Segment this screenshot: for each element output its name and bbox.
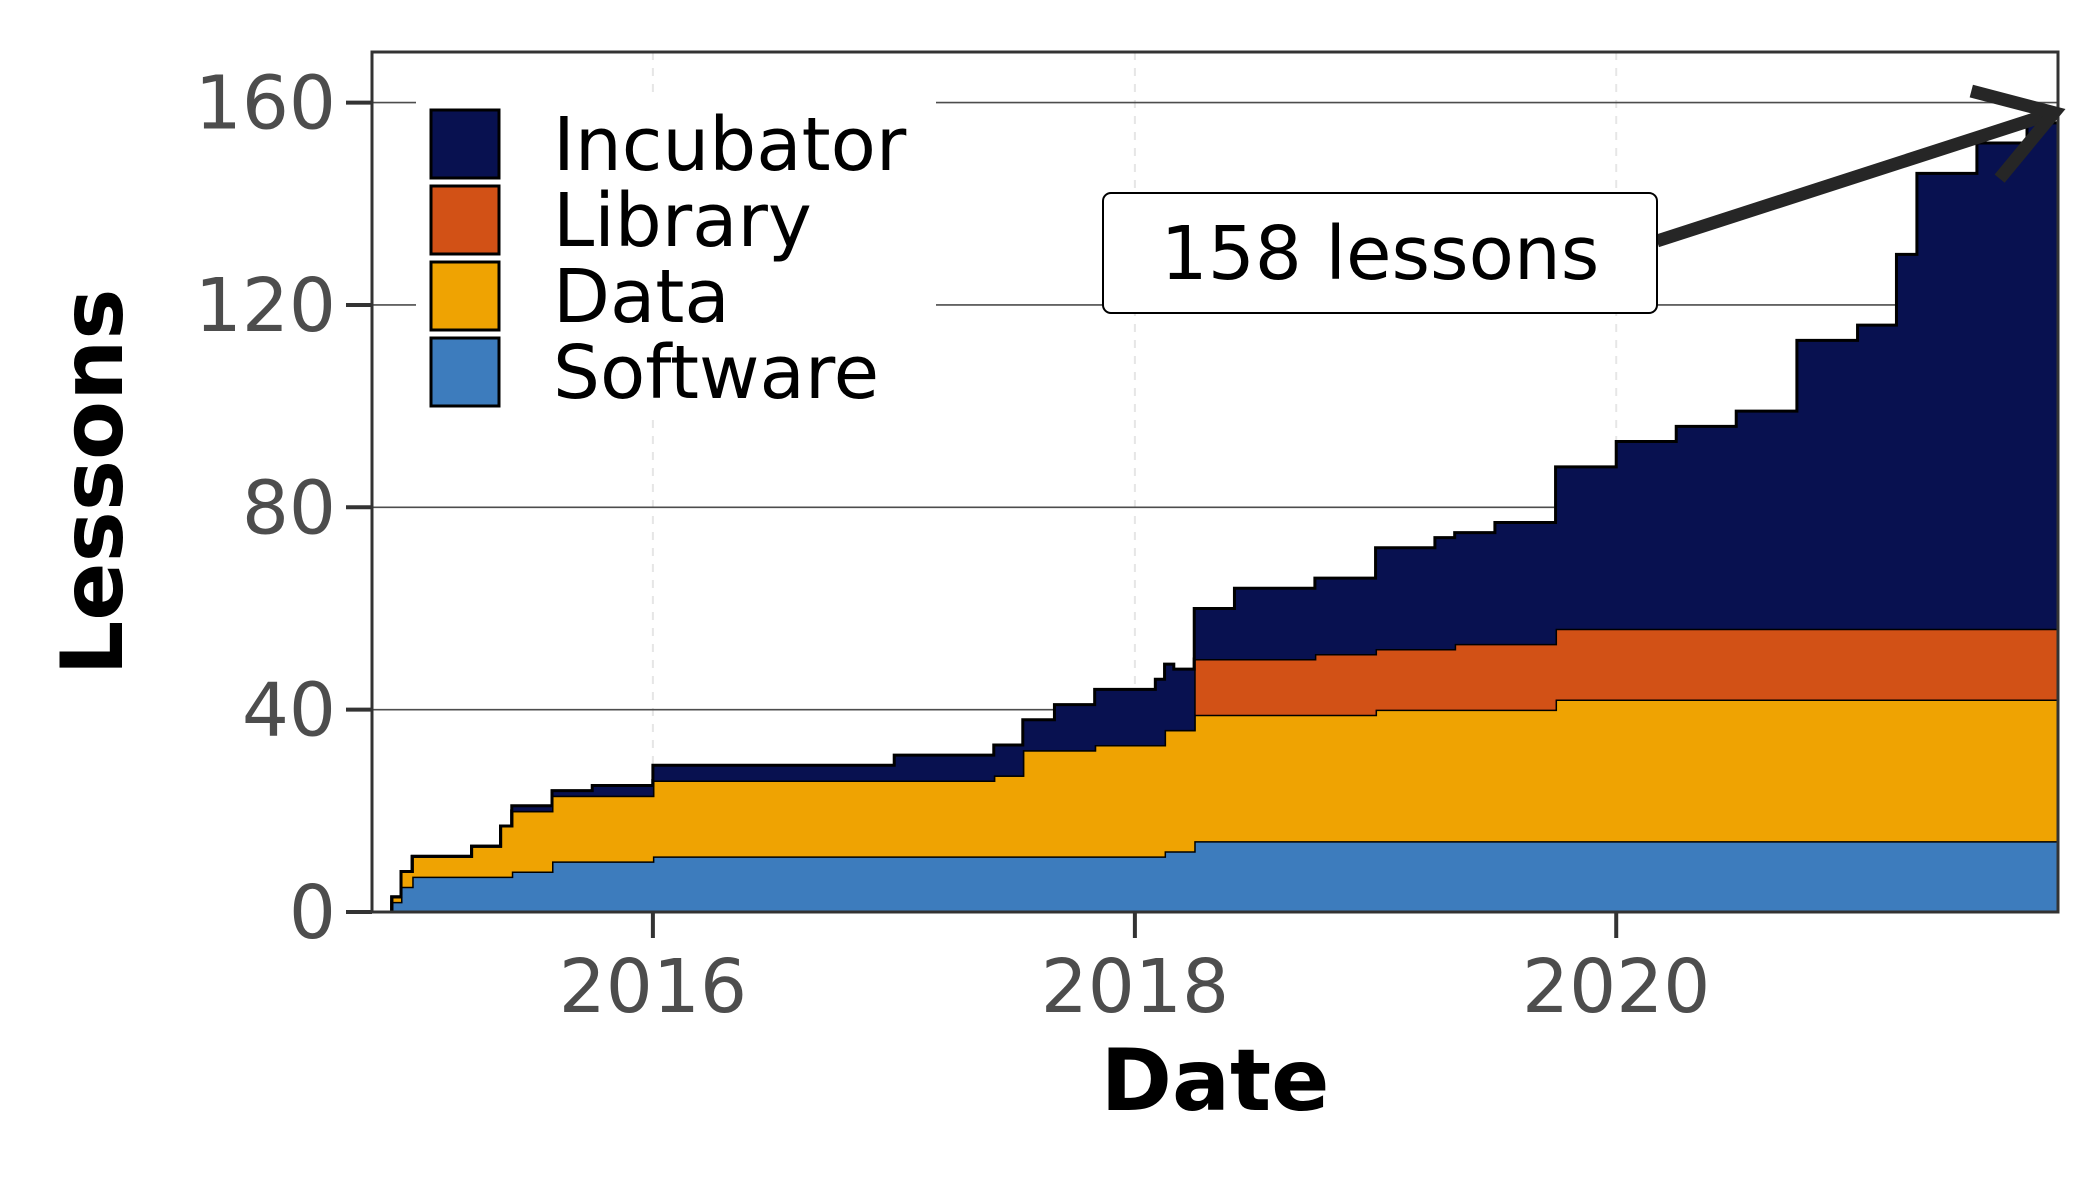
- area-software: [372, 841, 2058, 912]
- area-data: [372, 699, 2058, 912]
- annotation: 158 lessons: [1102, 84, 2066, 314]
- axes: 0 40 80 120 160 2016 2018 2020: [195, 50, 2060, 1030]
- x-tick-label-2018: 2018: [1041, 944, 1229, 1030]
- legend-swatch-library: [429, 184, 501, 256]
- area-incubator: [372, 112, 2058, 912]
- y-tick-label-40: 40: [242, 668, 336, 754]
- y-tick-label-0: 0: [289, 870, 336, 956]
- panel-border: [370, 50, 2060, 914]
- legend-swatch-incubator: [429, 108, 501, 180]
- legend-swatch-software: [429, 336, 501, 408]
- annotation-arrowhead: [1969, 84, 2066, 183]
- y-tick-label-80: 80: [242, 465, 336, 551]
- legend-label-library: Library: [553, 178, 812, 264]
- area-edge-incubator: [372, 112, 2060, 914]
- annotation-label: 158 lessons: [1161, 211, 1600, 297]
- legend-swatch-data: [429, 260, 501, 332]
- x-axis-title: Date: [1101, 1031, 1330, 1131]
- legend-background: [416, 96, 936, 416]
- x-tick-label-2016: 2016: [559, 944, 747, 1030]
- annotation-box: [1102, 192, 1658, 314]
- area-library: [372, 628, 2058, 912]
- legend-label-incubator: Incubator: [553, 102, 907, 188]
- x-tick-label-2020: 2020: [1522, 944, 1710, 1030]
- y-tick-label-160: 160: [195, 61, 336, 147]
- y-tick-label-120: 120: [195, 263, 336, 349]
- legend-label-data: Data: [553, 254, 730, 340]
- legend-label-software: Software: [553, 330, 879, 416]
- y-axis-title: Lessons: [43, 289, 143, 676]
- annotation-arrow: [1655, 106, 2056, 248]
- stacked-areas: [372, 112, 2060, 914]
